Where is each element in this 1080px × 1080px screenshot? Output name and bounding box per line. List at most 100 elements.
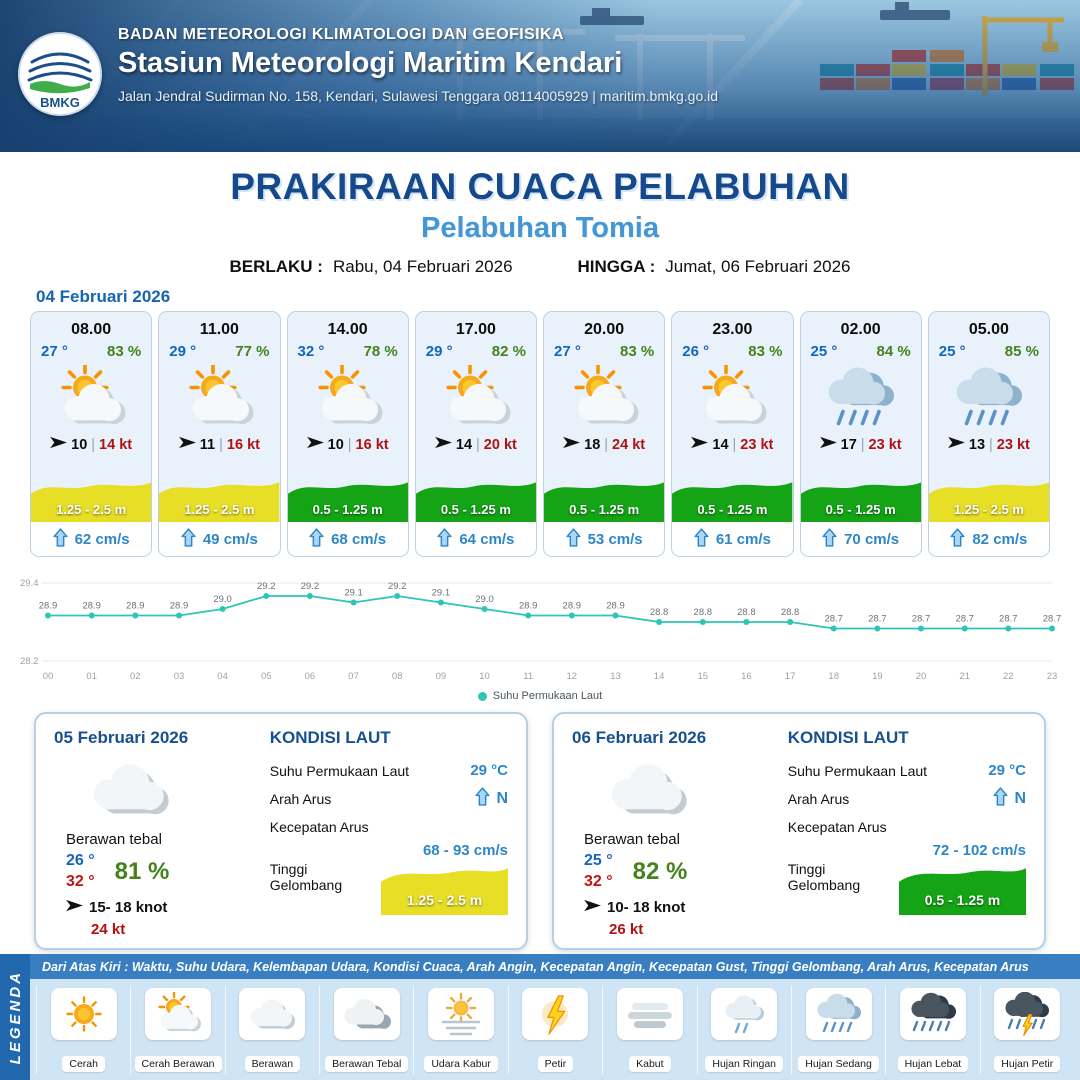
daily-condition: Berawan tebal: [584, 831, 680, 848]
wave-height-badge: 0.5 - 1.25 m: [899, 861, 1026, 915]
temp-humidity-row: 25 ° 84 %: [801, 339, 921, 360]
humidity: 83 %: [748, 343, 783, 360]
current-speed-row: Kecepatan Arus: [270, 819, 508, 835]
sea-conditions-title: KONDISI LAUT: [787, 728, 909, 747]
sst-chart-section: 29.4 28.2 28.9 00 28.9 01 28.9 02 28.9 03 29.0 04 29…: [0, 557, 1080, 702]
air-temperature: 32 °: [297, 343, 325, 360]
legend-item-label: Hujan Sedang: [798, 1056, 879, 1072]
svg-text:28.9: 28.9: [519, 601, 538, 612]
legend-weather-icon: [145, 988, 212, 1040]
legend-item-label: Udara Kabur: [424, 1056, 498, 1072]
daily-wind-row: 15- 18 knot: [66, 899, 254, 916]
legend-item-label: Hujan Petir: [994, 1056, 1061, 1072]
humidity: 78 %: [363, 343, 398, 360]
separator: |: [476, 436, 480, 453]
wave-height: 0.5 - 1.25 m: [440, 502, 511, 517]
wind-direction-icon: [66, 899, 83, 916]
forecast-time: 17.00: [455, 321, 496, 338]
forecast-time: 08.00: [71, 321, 112, 338]
air-temperature: 25 °: [938, 343, 966, 360]
weather-icon: [562, 360, 646, 436]
current-direction-icon: [566, 527, 581, 551]
wind-row: 17 | 23 kt: [819, 436, 902, 453]
legend-item-label: Kabut: [629, 1056, 671, 1072]
legend-weather-icon: [333, 988, 400, 1040]
separator: |: [860, 436, 865, 453]
sea-conditions-title: KONDISI LAUT: [269, 728, 391, 747]
current-direction-icon: [950, 527, 965, 551]
current-speed: 64 cm/s: [459, 530, 515, 548]
air-temperature: 29 °: [425, 343, 453, 360]
air-temperature: 27 °: [554, 343, 581, 360]
legend-weather-icon: [239, 988, 306, 1040]
legend-item-label: Cerah: [62, 1056, 105, 1072]
daily-condition: Berawan tebal: [66, 831, 162, 848]
wind-row: 11 | 16 kt: [178, 436, 260, 453]
svg-text:28.9: 28.9: [563, 601, 582, 612]
station-address: Jalan Jendral Sudirman No. 158, Kendari,…: [118, 88, 719, 104]
temp-max: 32 °: [66, 873, 95, 890]
current-speed-label: Kecepatan Arus: [269, 819, 369, 835]
legend-item-label: Cerah Berawan: [134, 1056, 222, 1072]
bmkg-logo: BMKG: [18, 32, 102, 121]
current-row: 82 cm/s: [928, 522, 1049, 556]
svg-text:29.1: 29.1: [344, 588, 363, 599]
header: BMKG BADAN METEOROLOGI KLIMATOLOGI DAN G…: [0, 0, 1080, 152]
current-row: 62 cm/s: [31, 522, 152, 556]
forecast-card: 17.00 29 ° 82 % 14 | 20 kt 0.5 - 1.25 m: [414, 311, 537, 557]
wave-height-band: 0.5 - 1.25 m: [415, 476, 536, 522]
svg-text:28.9: 28.9: [126, 601, 145, 612]
weather-icon: [434, 360, 518, 436]
svg-text:28.8: 28.8: [694, 607, 713, 618]
svg-text:18: 18: [828, 671, 839, 682]
wind-speed: 18: [584, 436, 601, 453]
wave-height-band: 1.25 - 2.5 m: [31, 476, 152, 522]
current-row: 61 cm/s: [672, 522, 793, 556]
sst-row: Suhu Permukaan Laut 29 °C: [270, 762, 508, 779]
gust-speed: 23 kt: [868, 436, 902, 453]
daily-weather-column: 05 Februari 2026 Berawan tebal 26 ° 32 °…: [54, 728, 254, 938]
agency-name: BADAN METEOROLOGI KLIMATOLOGI DAN GEOFIS…: [118, 26, 564, 43]
separator: |: [732, 436, 737, 453]
humidity: 84 %: [876, 343, 911, 360]
wind-row: 18 | 24 kt: [563, 436, 645, 453]
daily-wind-speed: 10- 18 knot: [607, 899, 686, 916]
temp-humidity-row: 32 ° 78 %: [288, 339, 408, 360]
wave-height-row: Tinggi Gelombang 1.25 - 2.5 m: [270, 861, 508, 915]
current-direction-icon: [822, 527, 837, 551]
svg-text:28.7: 28.7: [1043, 614, 1062, 625]
svg-text:14: 14: [654, 671, 665, 682]
daily-gust: 26 kt: [609, 921, 644, 938]
current-speed: 49 cm/s: [202, 530, 258, 548]
page-title: PRAKIRAAN CUACA PELABUHAN: [230, 166, 850, 207]
daily-cards: 05 Februari 2026 Berawan tebal 26 ° 32 °…: [0, 712, 1080, 950]
daily-temp-humidity: 25 ° 32 ° 82 %: [584, 852, 772, 891]
current-direction-icon: [53, 527, 68, 551]
current-direction-icon: [694, 527, 709, 551]
temp-humidity-row: 26 ° 83 %: [672, 339, 792, 360]
current-direction-icon: [475, 787, 491, 811]
wind-direction-icon: [435, 436, 452, 453]
svg-text:13: 13: [610, 671, 621, 682]
legend-item: Udara Kabur: [413, 986, 507, 1074]
svg-text:02: 02: [130, 671, 141, 682]
weather-icon: [49, 360, 133, 436]
forecast-card: 08.00 27 ° 83 % 10 | 14 kt 1.25 - 2.5 m: [30, 311, 153, 557]
svg-text:20: 20: [916, 671, 927, 682]
svg-text:28.9: 28.9: [82, 601, 101, 612]
current-direction-icon: [181, 527, 196, 551]
forecast-card: 02.00 25 ° 84 % 17 | 23 kt 0.5 - 1.25 m: [799, 311, 922, 557]
legend-item: Hujan Petir: [979, 986, 1074, 1074]
svg-text:29.2: 29.2: [301, 581, 320, 592]
gust-speed: 20 kt: [483, 436, 517, 453]
legend-section: LEGENDA Dari Atas Kiri : Waktu, Suhu Uda…: [0, 954, 1080, 1080]
legend-item: Berawan: [224, 986, 319, 1074]
legend-item-label: Petir: [537, 1056, 574, 1072]
svg-text:00: 00: [43, 671, 54, 682]
separator: |: [604, 436, 609, 453]
legend-weather-icon: [899, 988, 966, 1040]
daily-humidity: 81 %: [114, 857, 170, 885]
station-name: Stasiun Meteorologi Maritim Kendari: [118, 47, 623, 79]
forecast-time: 11.00: [199, 321, 239, 338]
current-row: 68 cm/s: [287, 522, 408, 556]
